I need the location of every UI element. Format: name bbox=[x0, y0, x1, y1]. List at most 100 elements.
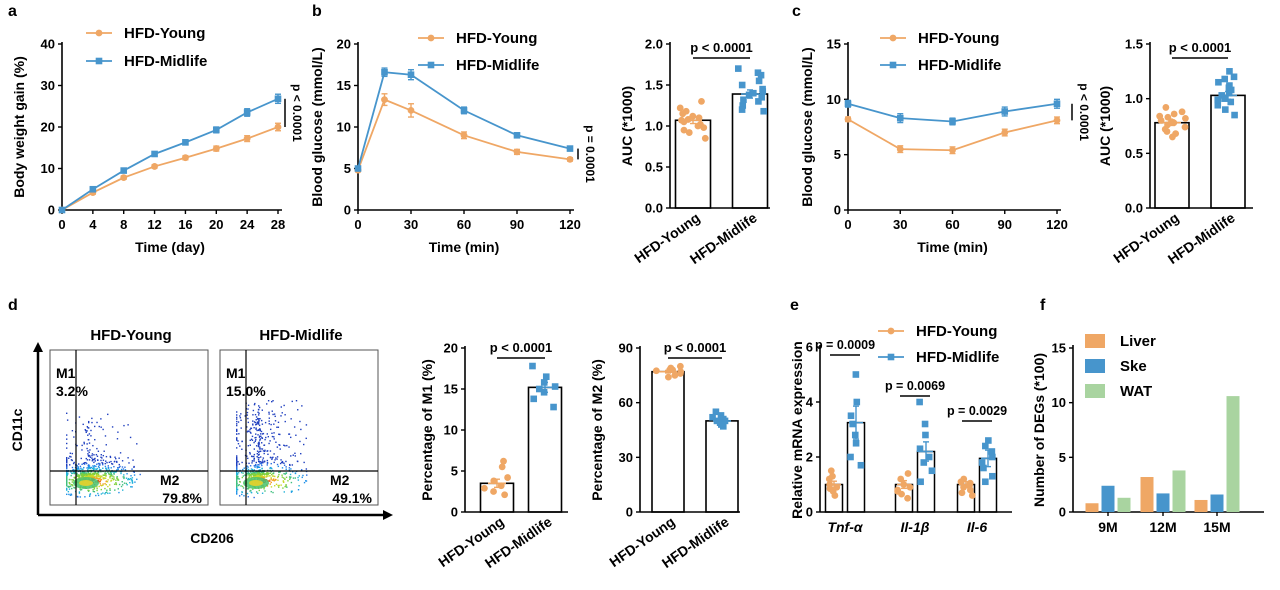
flow-event bbox=[268, 413, 270, 415]
flow-event bbox=[294, 477, 296, 479]
chart-b1: 0 5 10 15 20 0 30 60 90 120 Time (min) Blood glucos… bbox=[309, 30, 597, 255]
flow-event bbox=[107, 471, 109, 473]
flow-event bbox=[257, 429, 260, 431]
flow-event bbox=[113, 465, 115, 468]
flow-event bbox=[250, 491, 253, 494]
flow-event bbox=[258, 441, 260, 443]
chart-a: 0 10 20 30 40 0 4 8 12 16 20 24 28 Time (day) Body wei… bbox=[11, 25, 304, 255]
flow-event bbox=[264, 438, 266, 441]
flow-event bbox=[253, 453, 256, 456]
flow-event bbox=[236, 477, 238, 479]
flow-event bbox=[249, 465, 252, 467]
flow-event bbox=[71, 452, 74, 455]
flow-event bbox=[100, 469, 102, 471]
flow-event bbox=[69, 455, 71, 458]
flow-event bbox=[267, 453, 269, 456]
flow-event bbox=[66, 481, 68, 484]
flow-event bbox=[236, 429, 238, 431]
flow-event bbox=[239, 445, 241, 447]
flow-event bbox=[109, 489, 111, 491]
flow-event bbox=[241, 440, 243, 443]
y-tick-label: 1.5 bbox=[1125, 37, 1143, 52]
flow-event bbox=[105, 480, 107, 483]
flow-event bbox=[97, 465, 100, 468]
flow-event bbox=[104, 435, 107, 437]
flow-event bbox=[263, 475, 265, 478]
gate-label: M2 bbox=[330, 472, 350, 488]
flow-event bbox=[104, 472, 106, 474]
flow-event bbox=[70, 494, 73, 496]
flow-event bbox=[272, 475, 275, 477]
flow-event bbox=[291, 400, 293, 403]
flow-event bbox=[302, 443, 305, 446]
flow-event bbox=[258, 453, 260, 456]
flow-event bbox=[247, 488, 250, 490]
flow-event bbox=[99, 484, 102, 486]
flow-event bbox=[285, 468, 287, 470]
flow-event bbox=[78, 477, 80, 479]
flow-event bbox=[254, 413, 257, 416]
data-point bbox=[755, 98, 762, 105]
flow-event bbox=[269, 456, 272, 459]
data-point bbox=[740, 96, 747, 104]
flow-event bbox=[236, 428, 238, 431]
flow-event bbox=[76, 444, 78, 447]
flow-event bbox=[85, 475, 88, 478]
flow-event bbox=[88, 472, 91, 475]
flow-event bbox=[93, 473, 96, 475]
flow-event bbox=[248, 472, 251, 475]
flow-event bbox=[293, 426, 296, 428]
flow-y-label: CD11c bbox=[9, 408, 25, 451]
legend-label: HFD-Young bbox=[456, 30, 537, 47]
flow-event bbox=[127, 424, 129, 426]
x-tick-label: 12 bbox=[147, 217, 161, 232]
p-value: p < 0.0001 bbox=[490, 340, 553, 355]
flow-event bbox=[300, 428, 302, 431]
flow-event bbox=[273, 438, 275, 440]
flow-event bbox=[78, 416, 81, 418]
y-tick-label: 0.5 bbox=[645, 160, 663, 175]
flow-event bbox=[78, 474, 81, 477]
flow-event bbox=[246, 467, 248, 470]
flow-event bbox=[96, 455, 99, 457]
data-point bbox=[968, 492, 976, 499]
flow-event bbox=[102, 492, 104, 494]
flow-event bbox=[66, 472, 68, 475]
flow-event bbox=[269, 440, 271, 442]
y-tick-label: 0.0 bbox=[1125, 201, 1143, 216]
flow-event bbox=[80, 474, 82, 477]
flow-event bbox=[249, 428, 251, 431]
flow-event bbox=[265, 472, 268, 474]
flow-event bbox=[261, 448, 264, 450]
flow-event bbox=[77, 474, 79, 476]
flow-event bbox=[106, 489, 108, 491]
flow-event bbox=[109, 477, 111, 479]
flow-event bbox=[121, 481, 123, 483]
flow-event bbox=[96, 477, 99, 480]
flow-event bbox=[236, 423, 238, 425]
x-category-label: 9M bbox=[1098, 519, 1117, 535]
data-point bbox=[566, 155, 574, 163]
flow-event bbox=[253, 421, 256, 423]
flow-event bbox=[72, 462, 75, 465]
flow-event bbox=[76, 468, 79, 471]
flow-event bbox=[125, 477, 128, 479]
flow-event bbox=[274, 475, 276, 478]
y-tick-label: 0 bbox=[48, 203, 55, 218]
flow-event bbox=[247, 496, 249, 498]
flow-event bbox=[85, 474, 87, 477]
x-tick-label: 4 bbox=[89, 217, 97, 232]
flow-event bbox=[107, 479, 109, 481]
flow-event bbox=[109, 492, 111, 494]
flow-event bbox=[266, 464, 268, 466]
flow-event bbox=[100, 488, 103, 491]
flow-event bbox=[103, 450, 105, 452]
data-point bbox=[921, 420, 929, 428]
flow-event bbox=[239, 415, 241, 417]
flow-event bbox=[271, 479, 274, 481]
flow-event bbox=[283, 462, 285, 464]
flow-event bbox=[252, 473, 254, 475]
flow-event bbox=[77, 496, 79, 498]
data-point bbox=[734, 65, 742, 72]
legend-marker bbox=[95, 57, 103, 65]
